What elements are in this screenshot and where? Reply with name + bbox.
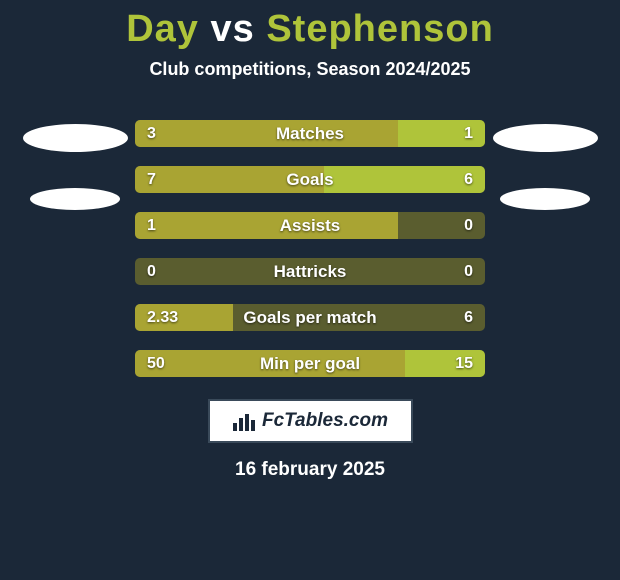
player2-name: Stephenson <box>266 8 493 50</box>
stat-value-left: 1 <box>147 217 156 235</box>
source-logo: FcTables.com <box>208 399 413 443</box>
stat-row: 7 6 Goals <box>135 166 485 193</box>
stat-bar-left <box>135 120 398 147</box>
stat-bars: 3 1 Matches 7 6 Goals 1 0 Assists 0 0 Hattricks 2.33… <box>135 120 485 377</box>
stat-label: Min per goal <box>260 354 360 374</box>
player1-name: Day <box>126 8 199 50</box>
stat-value-left: 3 <box>147 125 156 143</box>
stat-label: Hattricks <box>274 262 347 282</box>
player2-country-badge <box>500 188 590 210</box>
stat-value-left: 0 <box>147 263 156 281</box>
stat-row: 2.33 6 Goals per match <box>135 304 485 331</box>
left-badge-column <box>15 120 135 377</box>
subtitle: Club competitions, Season 2024/2025 <box>0 59 620 80</box>
stat-label: Goals per match <box>243 308 376 328</box>
stat-row: 50 15 Min per goal <box>135 350 485 377</box>
stat-row: 0 0 Hattricks <box>135 258 485 285</box>
comparison-title: Day vs Stephenson <box>0 0 620 51</box>
stat-label: Assists <box>280 216 340 236</box>
player1-club-badge <box>23 124 128 152</box>
stat-bar-right <box>324 166 485 193</box>
stat-value-right: 15 <box>455 355 473 373</box>
stat-row: 3 1 Matches <box>135 120 485 147</box>
stat-bar-left <box>135 212 398 239</box>
chart-icon <box>232 411 256 431</box>
stat-row: 1 0 Assists <box>135 212 485 239</box>
stat-value-right: 6 <box>464 309 473 327</box>
date-text: 16 february 2025 <box>0 459 620 481</box>
comparison-content: 3 1 Matches 7 6 Goals 1 0 Assists 0 0 Hattricks 2.33… <box>0 120 620 377</box>
player1-country-badge <box>30 188 120 210</box>
right-badge-column <box>485 120 605 377</box>
source-logo-text: FcTables.com <box>262 410 388 432</box>
stat-value-left: 50 <box>147 355 165 373</box>
player2-club-badge <box>493 124 598 152</box>
stat-value-left: 7 <box>147 171 156 189</box>
stat-value-right: 0 <box>464 217 473 235</box>
stat-label: Goals <box>286 170 333 190</box>
vs-text: vs <box>210 8 254 50</box>
stat-value-right: 0 <box>464 263 473 281</box>
stat-value-left: 2.33 <box>147 309 178 327</box>
stat-value-right: 1 <box>464 125 473 143</box>
stat-value-right: 6 <box>464 171 473 189</box>
stat-label: Matches <box>276 124 344 144</box>
